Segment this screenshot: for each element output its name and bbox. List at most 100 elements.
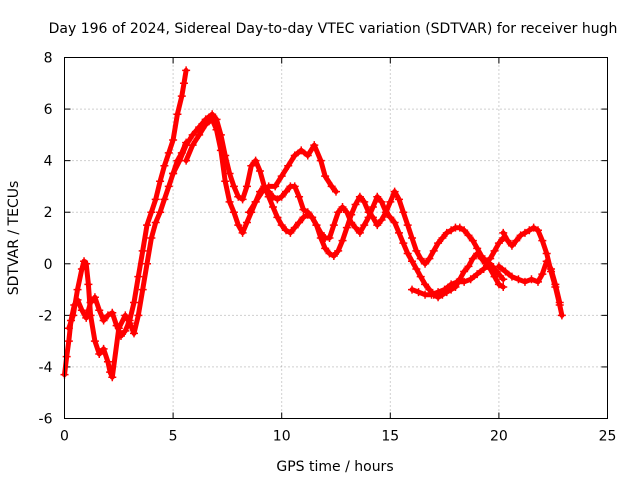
data-point: [77, 306, 86, 315]
data-point: [156, 177, 165, 186]
data-point: [242, 182, 251, 191]
data-point: [408, 285, 417, 294]
data-point: [468, 236, 477, 245]
data-point: [108, 308, 117, 317]
data-point: [321, 172, 330, 181]
data-point: [273, 195, 282, 204]
data-point: [403, 249, 412, 258]
data-point: [245, 208, 254, 217]
data-point: [64, 337, 73, 346]
data-point: [173, 110, 182, 119]
data-point: [551, 280, 560, 289]
y-axis-label: SDTVAR / TECUs: [6, 181, 22, 296]
data-point: [295, 192, 304, 201]
data-point: [403, 221, 412, 230]
series-track-c: [170, 111, 506, 300]
data-point: [355, 192, 364, 201]
data-point: [507, 272, 516, 281]
data-point: [90, 293, 99, 302]
data-point: [143, 259, 152, 268]
data-point: [399, 239, 408, 248]
data-point: [316, 156, 325, 165]
data-point: [290, 151, 299, 160]
data-point: [479, 264, 488, 273]
data-point: [447, 280, 456, 289]
data-point: [273, 213, 282, 222]
data-point: [251, 156, 260, 165]
data-point: [490, 246, 499, 255]
data-point: [390, 187, 399, 196]
data-point: [130, 329, 139, 338]
data-point: [99, 316, 108, 325]
x-tick-label: 10: [273, 429, 291, 445]
data-point: [438, 234, 447, 242]
data-point: [73, 285, 82, 294]
data-point: [147, 234, 156, 242]
data-point: [160, 161, 169, 170]
data-point: [229, 182, 238, 191]
data-point: [351, 223, 360, 232]
grid: [64, 57, 608, 419]
data-point: [329, 221, 338, 230]
data-point: [277, 221, 286, 230]
data-point: [542, 257, 551, 266]
data-point: [277, 192, 286, 201]
data-point: [434, 239, 443, 248]
data-point: [164, 182, 173, 191]
data-point: [460, 226, 469, 235]
data-point: [99, 344, 108, 353]
y-tick-label: -4: [39, 360, 53, 376]
data-point: [416, 272, 425, 281]
data-point: [527, 275, 536, 284]
data-point: [258, 187, 267, 196]
data-point: [114, 324, 123, 333]
data-point: [460, 277, 469, 286]
data-point: [442, 228, 451, 237]
data-point: [421, 280, 430, 289]
data-point: [557, 311, 566, 320]
data-point: [212, 125, 221, 134]
y-tick-label: -6: [39, 412, 53, 428]
data-point: [516, 231, 525, 240]
data-point: [310, 141, 319, 150]
data-point: [342, 223, 351, 232]
chart-title: Day 196 of 2024, Sidereal Day-to-day VTE…: [49, 21, 618, 37]
data-point: [408, 257, 417, 266]
plot-frame: [64, 57, 608, 419]
data-point: [373, 192, 382, 201]
data-point: [373, 221, 382, 230]
data-point: [394, 195, 403, 204]
data-point: [188, 141, 197, 150]
data-point: [351, 200, 360, 209]
data-point: [179, 79, 188, 88]
data-point: [399, 208, 408, 217]
data-point: [84, 280, 93, 289]
data-point: [160, 195, 169, 204]
data-point: [251, 197, 260, 206]
data-point: [481, 257, 490, 266]
data-point: [282, 187, 291, 196]
data-point: [277, 172, 286, 181]
data-point: [282, 226, 291, 235]
data-point: [182, 156, 191, 165]
data-point: [507, 241, 516, 250]
data-point: [130, 298, 139, 307]
data-point: [95, 306, 104, 315]
data-point: [494, 280, 503, 289]
data-point: [221, 177, 230, 186]
data-point: [499, 282, 508, 291]
data-point: [412, 264, 421, 273]
data-point: [201, 120, 210, 129]
data-point: [414, 288, 423, 297]
data-point: [538, 270, 547, 279]
data-point: [533, 277, 542, 286]
x-tick-label: 25: [599, 429, 617, 445]
data-point: [295, 218, 304, 227]
data-point: [216, 146, 225, 155]
data-point: [238, 195, 247, 204]
data-point: [86, 311, 95, 320]
data-point: [225, 197, 234, 206]
data-point: [234, 221, 243, 230]
data-point: [334, 246, 343, 255]
data-point: [503, 236, 512, 245]
